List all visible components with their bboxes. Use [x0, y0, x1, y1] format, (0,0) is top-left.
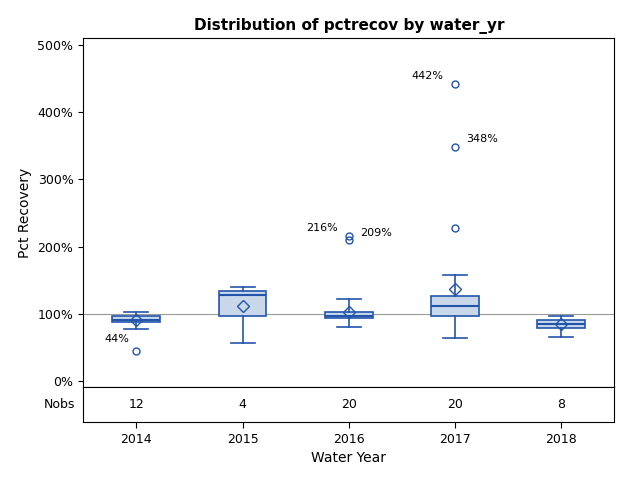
Text: 442%: 442%	[412, 71, 444, 81]
Text: 348%: 348%	[466, 134, 498, 144]
Text: 20: 20	[447, 398, 463, 411]
PathPatch shape	[113, 316, 160, 323]
Title: Distribution of pctrecov by water_yr: Distribution of pctrecov by water_yr	[193, 18, 504, 34]
Text: Nobs: Nobs	[44, 398, 75, 411]
Text: 209%: 209%	[360, 228, 392, 238]
Text: 20: 20	[341, 398, 356, 411]
Text: 216%: 216%	[306, 223, 338, 233]
Text: 44%: 44%	[104, 334, 129, 344]
Text: 12: 12	[129, 398, 144, 411]
PathPatch shape	[325, 312, 372, 318]
X-axis label: Water Year: Water Year	[311, 451, 387, 466]
Text: 8: 8	[557, 398, 565, 411]
PathPatch shape	[431, 296, 479, 316]
PathPatch shape	[538, 320, 585, 328]
Y-axis label: Pct Recovery: Pct Recovery	[18, 168, 32, 258]
PathPatch shape	[219, 291, 266, 316]
Text: 4: 4	[239, 398, 246, 411]
